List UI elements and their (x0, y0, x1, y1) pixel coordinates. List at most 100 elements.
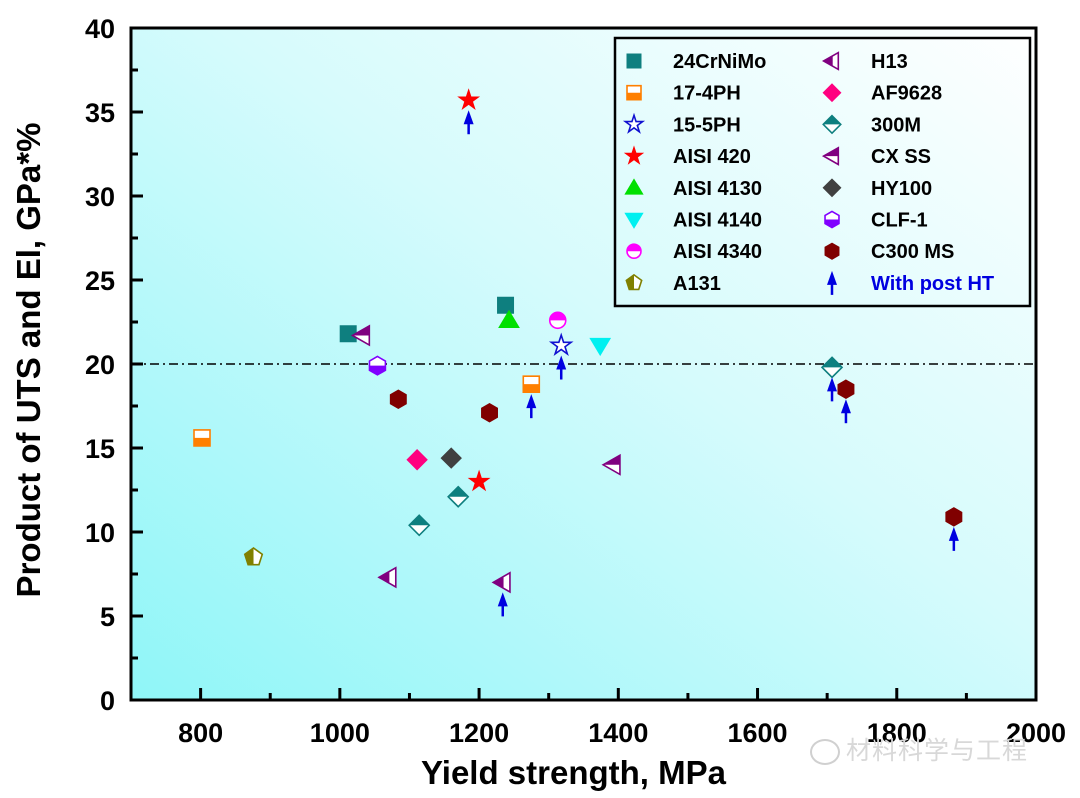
x-tick-label: 2000 (1006, 718, 1066, 748)
triangle-up-shape (498, 309, 520, 329)
square-half-fill (523, 384, 540, 393)
legend-box (613, 36, 1032, 308)
star-shape (457, 88, 481, 110)
square-shape (339, 325, 357, 343)
x-tick-label: 1000 (310, 718, 370, 748)
hexagon-half-fill (825, 219, 839, 228)
data-point (406, 449, 428, 471)
legend-marker-icon (821, 146, 840, 166)
arrow-head (840, 399, 851, 414)
y-tick-label: 10 (85, 518, 115, 548)
triangle-left-half-fill (378, 571, 390, 584)
legend-label: AISI 420 (673, 146, 751, 168)
data-point (339, 325, 357, 343)
watermark: 材料科学与工程 (810, 731, 1028, 767)
post-ht-arrow-icon (840, 399, 851, 424)
legend-marker-icon (623, 145, 645, 165)
legend-marker-icon (624, 178, 644, 195)
diamond-half-fill (448, 486, 469, 497)
data-point (408, 514, 431, 537)
data-point (389, 389, 407, 410)
x-axis-title: Yield strength, MPa (421, 754, 727, 791)
triangle-left-half-fill (493, 576, 504, 589)
pentagon-half-fill (626, 274, 634, 290)
data-point (447, 485, 470, 508)
diamond-shape (822, 83, 842, 103)
x-tick-label: 1600 (727, 718, 787, 748)
circle-half-fill (627, 244, 641, 252)
post-ht-arrow-icon (526, 394, 537, 419)
y-tick-label: 25 (85, 266, 115, 296)
post-ht-arrow-icon (556, 355, 567, 380)
legend-marker-icon (821, 51, 840, 71)
x-tick-label: 1200 (449, 718, 509, 748)
legend-marker-icon (822, 178, 842, 198)
legend-label: A131 (673, 273, 721, 295)
legend-label: H13 (871, 51, 908, 73)
post-ht-arrow-icon (827, 377, 838, 402)
star-outline (622, 112, 646, 134)
data-point (491, 571, 511, 594)
data-point (440, 447, 462, 469)
legend-marker-icon (626, 243, 642, 259)
y-axis-title: Product of UTS and El, GPa*% (10, 123, 47, 598)
y-tick-label: 0 (100, 686, 115, 716)
y-tick-label: 40 (85, 14, 115, 44)
y-tick-label: 5 (100, 602, 115, 632)
hexagon-shape (389, 389, 407, 410)
data-point (457, 88, 481, 110)
diamond-shape (440, 447, 462, 469)
square-half-fill (627, 92, 641, 100)
data-point (377, 566, 397, 589)
watermark-text: 材料科学与工程 (846, 736, 1029, 765)
data-point (589, 337, 612, 357)
arrow-head (497, 592, 508, 607)
legend-marker-icon (622, 112, 646, 134)
legend-marker-icon (822, 83, 842, 103)
circle-half-fill (549, 312, 566, 321)
legend-marker-icon (824, 242, 840, 260)
y-tick-label: 20 (85, 350, 115, 380)
arrow-head (827, 270, 837, 285)
legend-label: AF9628 (871, 83, 942, 105)
post-ht-arrow-icon (497, 592, 508, 617)
arrow-head (948, 526, 959, 541)
hexagon-shape (481, 402, 498, 423)
data-point (193, 429, 211, 447)
legend-label: AISI 4340 (673, 241, 762, 263)
legend-label: C300 MS (871, 241, 954, 263)
x-tick-label: 800 (178, 718, 223, 748)
triangle-left-half-fill (823, 147, 839, 157)
diamond-half-fill (822, 357, 843, 368)
star-outline (548, 332, 574, 357)
data-point (243, 547, 264, 566)
data-point (498, 309, 520, 329)
data-point (548, 332, 574, 357)
legend-label: 24CrNiMo (673, 51, 766, 73)
y-tick-label: 30 (85, 182, 115, 212)
wechat-icon (810, 739, 840, 765)
square-shape (497, 296, 515, 314)
hexagon-half-fill (369, 365, 386, 375)
legend-arrow-icon (827, 270, 837, 295)
legend-marker-icon (626, 84, 642, 101)
data-point (548, 311, 567, 330)
data-points (193, 88, 963, 617)
diamond-half-fill (409, 515, 430, 526)
triangle-down-shape (624, 212, 644, 229)
x-tick-label: 1400 (588, 718, 648, 748)
legend-marker-icon (824, 210, 840, 229)
legend-label: CLF-1 (871, 210, 928, 232)
pentagon-half-fill (244, 548, 254, 565)
post-ht-arrow-icon (948, 526, 959, 551)
square-shape (626, 53, 642, 69)
star-shape (623, 145, 645, 165)
legend-marker-icon (625, 273, 643, 291)
triangle-down-shape (589, 337, 612, 357)
data-point (467, 469, 491, 492)
y-tick-label: 35 (85, 98, 115, 128)
data-point (945, 507, 963, 527)
legend-marker-icon (822, 114, 842, 135)
data-point (368, 355, 387, 376)
